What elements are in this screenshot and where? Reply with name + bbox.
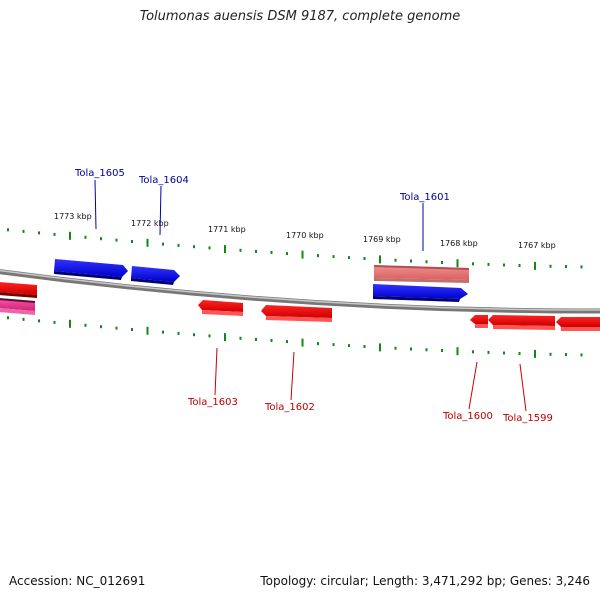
accession-text: Accession: NC_012691 [9,574,146,588]
inner-ruler [7,316,583,358]
gene-arrow-tola-1604[interactable] [131,266,180,285]
outer-ruler [7,228,583,270]
genome-backbone [0,269,600,314]
gene-label-tola-1601: Tola_1601 [399,192,450,203]
map-title: Tolumonas auensis DSM 9187, complete gen… [139,9,461,24]
ruler-label: 1771 kbp [208,225,246,234]
ruler-label: 1773 kbp [54,212,92,221]
ruler-label: 1770 kbp [286,231,324,240]
gene-label-tola-1599: Tola_1599 [502,413,553,424]
pseudo-gene-arrow-partial-left[interactable] [0,298,35,315]
gene-arrow-tola-1600[interactable] [470,315,488,328]
gene-arrow-tola-1605[interactable] [54,259,128,280]
gene-arrow-tola-1603[interactable] [198,300,243,316]
gene-label-tola-1602: Tola_1602 [264,402,315,413]
gene-label-tola-1600: Tola_1600 [442,411,493,422]
ruler-label: 1767 kbp [518,241,556,250]
topology-summary-text: Topology: circular; Length: 3,471,292 bp… [260,574,590,588]
ruler-label: 1768 kbp [440,239,478,248]
rna-gene-arrow[interactable] [374,265,469,283]
gene-label-tola-1604: Tola_1604 [138,175,189,186]
gene-label-tola-1603: Tola_1603 [187,397,238,408]
gene-arrow-tola-1601[interactable] [373,284,468,302]
gene-arrow-partial-right[interactable] [556,317,600,331]
ruler-label: 1772 kbp [131,219,169,228]
gene-label-tola-1605: Tola_1605 [74,168,125,179]
gene-arrow-tola-1602[interactable] [261,305,332,322]
gene-arrow-partial-left[interactable] [0,282,37,298]
gene-arrow-tola-1599[interactable] [488,315,555,330]
ruler-label: 1769 kbp [363,235,401,244]
